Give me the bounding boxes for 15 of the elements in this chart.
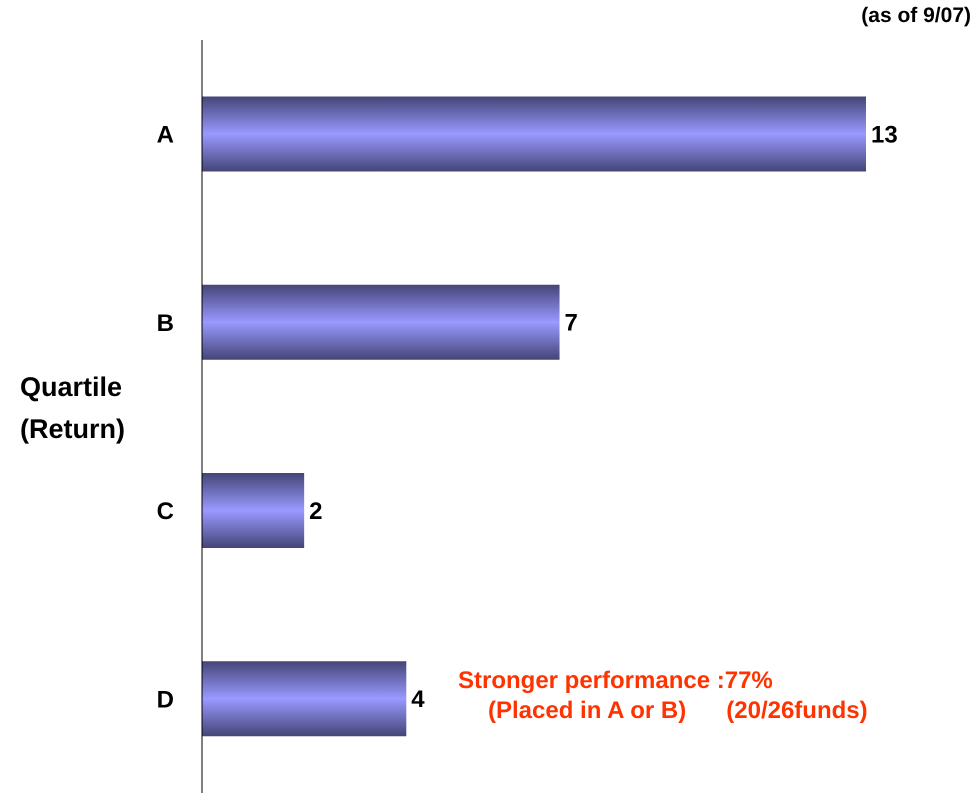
y-tick-label: C [156, 498, 174, 526]
annotation: Stronger performance :77% (Placed in A or B) (20/26funds) [458, 666, 868, 726]
bar [202, 96, 866, 172]
data-label: 13 [871, 121, 898, 148]
y-tick-label: D [156, 686, 174, 714]
data-label: 2 [309, 498, 323, 525]
bar [202, 661, 406, 736]
bar [202, 284, 560, 360]
data-label: 7 [564, 310, 578, 337]
y-axis-title: Quartile (Return) [20, 371, 125, 446]
y-tick-label: B [156, 310, 174, 337]
data-label: 4 [411, 686, 426, 714]
text: (as of 9/07) [861, 4, 971, 28]
y-tick-label: A [156, 122, 174, 149]
bar [202, 472, 304, 548]
